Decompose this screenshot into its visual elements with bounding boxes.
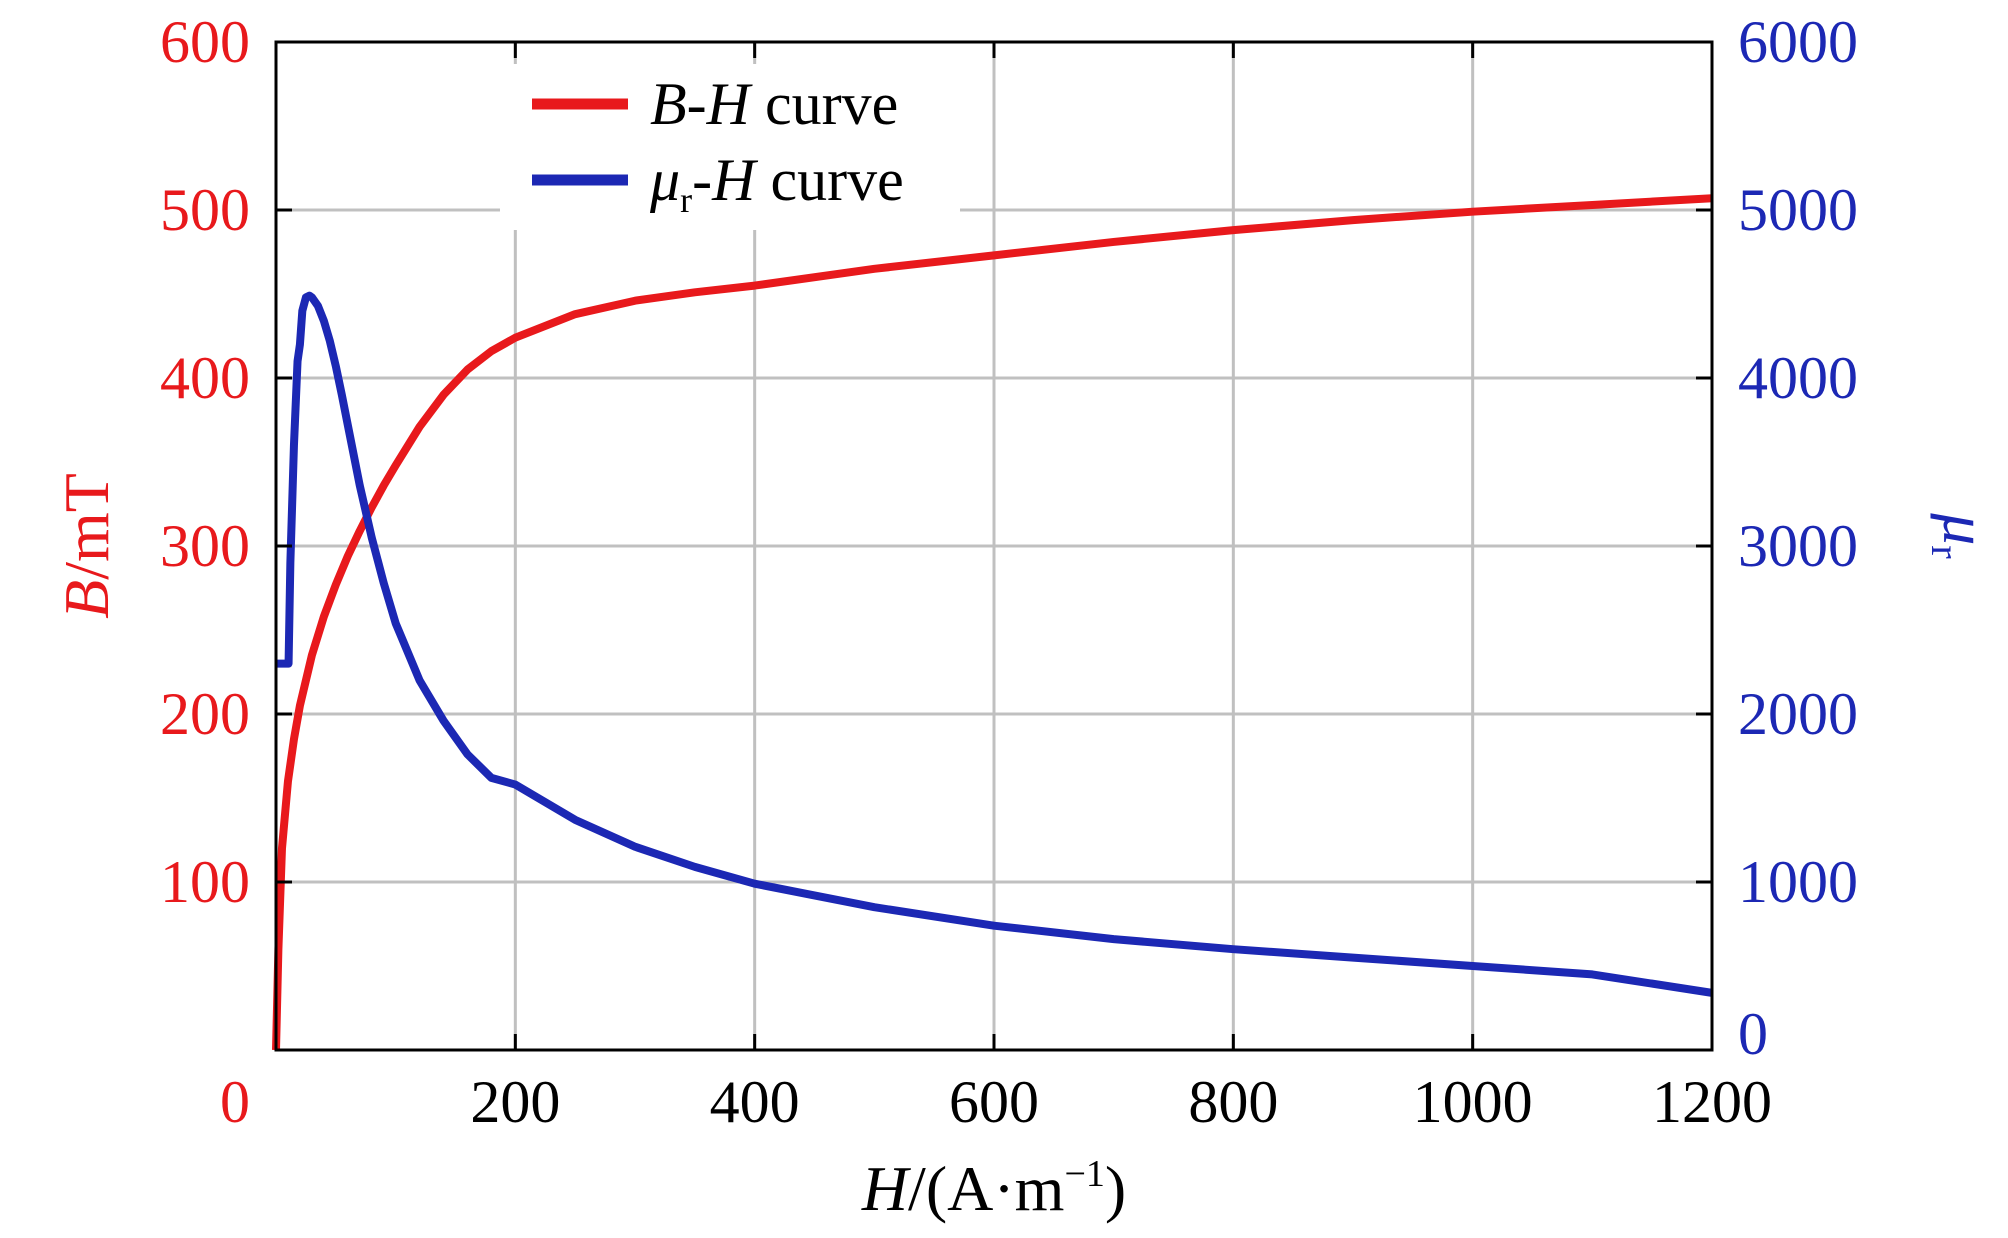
y-left-tick-label-300: 300 — [160, 513, 250, 579]
y-left-axis-title: B/mT — [51, 473, 122, 619]
x-tick-label-400: 400 — [710, 1069, 800, 1135]
x-tick-label-600: 600 — [949, 1069, 1039, 1135]
y-right-tick-label-6000: 6000 — [1738, 9, 1858, 75]
legend-bh-rest: curve — [750, 71, 898, 137]
y-right-tick-label-4000: 4000 — [1738, 345, 1858, 411]
tick-labels: 200 400 600 800 1000 120001002003004005006000… — [160, 9, 1858, 1135]
series-line-bh — [272, 194, 1713, 1051]
x-tick-label-200: 200 — [470, 1069, 560, 1135]
series-line-mu — [276, 291, 1713, 997]
legend-mu-mid: - — [692, 147, 712, 213]
y-right-tick-label-5000: 5000 — [1738, 177, 1858, 243]
legend-label-bh: B-H curve — [650, 71, 898, 137]
legend-bh-mid: - — [687, 71, 707, 137]
y-left-tick-label-100: 100 — [160, 849, 250, 915]
legend-mu-sub: r — [680, 180, 692, 220]
y-left-tick-label-0: 0 — [220, 1069, 250, 1135]
y-right-axis-title: μr — [1923, 512, 2001, 558]
x-title-sup: −1 — [1064, 1153, 1104, 1195]
x-tick-label-800: 800 — [1188, 1069, 1278, 1135]
legend-mu-rest: curve — [755, 147, 903, 213]
y-left-tick-label-500: 500 — [160, 177, 250, 243]
legend-bh-italic1: B — [650, 71, 687, 137]
tick-marks — [276, 40, 1714, 1052]
x-tick-label-1000: 1000 — [1413, 1069, 1533, 1135]
y-right-tick-label-0: 0 — [1738, 1001, 1768, 1067]
x-title-rest: /(A·m — [908, 1153, 1064, 1224]
y-right-tick-label-3000: 3000 — [1738, 513, 1858, 579]
x-title-italic: H — [861, 1153, 912, 1224]
legend: B-H curve μr-H curve — [500, 64, 960, 230]
x-title-close: ) — [1105, 1153, 1126, 1224]
y-right-tick-label-1000: 1000 — [1738, 849, 1858, 915]
y-left-tick-label-200: 200 — [160, 681, 250, 747]
legend-label-mu: μr-H curve — [649, 147, 904, 220]
x-tick-label-1200: 1200 — [1652, 1069, 1772, 1135]
y-right-tick-label-2000: 2000 — [1738, 681, 1858, 747]
y-right-title-italic: μ — [1930, 512, 2001, 545]
legend-bh-italic2: H — [706, 71, 754, 137]
y-left-title-rest: /mT — [51, 473, 122, 580]
y-left-tick-label-600: 600 — [160, 9, 250, 75]
y-left-title-italic: B — [51, 580, 122, 619]
y-left-tick-label-400: 400 — [160, 345, 250, 411]
legend-mu-italic2: H — [711, 147, 759, 213]
y-right-title-sub: r — [1923, 545, 1968, 558]
series-layer — [272, 194, 1713, 1051]
legend-background — [500, 64, 960, 230]
x-axis-title: H/(A·m−1) — [861, 1153, 1126, 1224]
legend-mu-italic1: μ — [649, 147, 680, 213]
